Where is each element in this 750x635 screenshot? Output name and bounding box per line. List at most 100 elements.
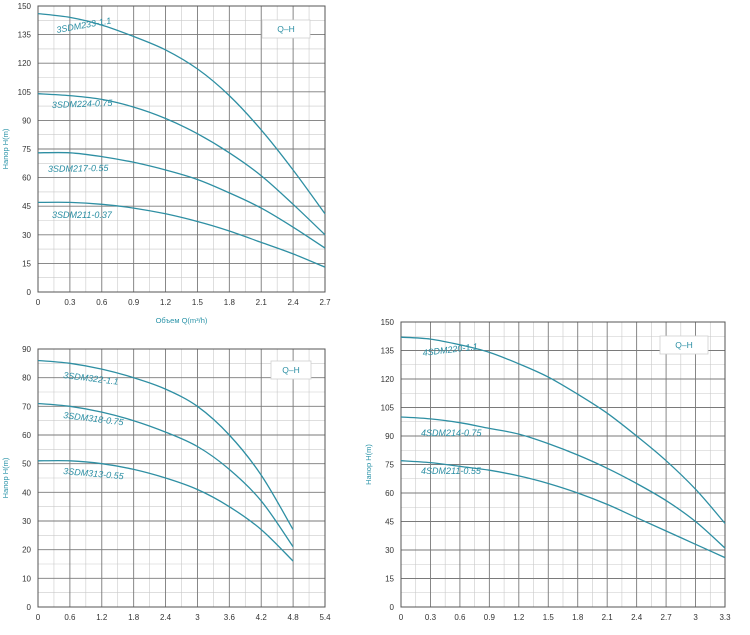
x-tick-label: 2.7 (661, 613, 673, 622)
x-tick-label: 1.8 (128, 613, 140, 622)
y-tick-label: 90 (22, 116, 31, 125)
x-tick-label: 0 (399, 613, 404, 622)
y-tick-label: 120 (18, 59, 32, 68)
x-tick-label: 0 (36, 298, 41, 307)
x-tick-label: 5.4 (319, 613, 331, 622)
series-line-3SDM217-0.55 (37, 151, 326, 249)
x-tick-label: 1.8 (224, 298, 236, 307)
x-tick-label: 0.9 (484, 613, 496, 622)
x-tick-label: 2.4 (631, 613, 643, 622)
series-line-4SDM220-1.1 (400, 336, 726, 524)
legend: Q–H (261, 19, 311, 39)
x-tick-label: 0.6 (96, 298, 108, 307)
x-tick-label: 1.2 (160, 298, 172, 307)
legend-label: Q–H (675, 340, 692, 350)
x-tick-label: 2.4 (288, 298, 300, 307)
x-tick-label: 3.3 (719, 613, 731, 622)
y-tick-label: 10 (22, 574, 31, 583)
y-tick-label: 135 (18, 31, 32, 40)
x-tick-label: 1.5 (192, 298, 204, 307)
x-tick-label: 1.2 (96, 613, 108, 622)
y-tick-label: 60 (385, 489, 394, 498)
y-tick-label: 75 (385, 461, 394, 470)
legend-box (270, 360, 312, 380)
plot-frame (37, 348, 326, 608)
grid (37, 348, 326, 608)
series-label: 3SDM318-0.75 (63, 410, 125, 427)
series-line-3SDM233-1.1 (37, 12, 326, 215)
x-tick-label: 3 (693, 613, 698, 622)
y-tick-label: 75 (22, 145, 31, 154)
x-tick-label: 2.4 (160, 613, 172, 622)
x-tick-label: 0.9 (128, 298, 140, 307)
y-tick-label: 0 (27, 288, 32, 297)
y-tick-label: 0 (390, 603, 395, 612)
series-line-3SDM211-0.37 (37, 201, 326, 268)
x-tick-label: 3.6 (224, 613, 236, 622)
y-tick-label: 15 (385, 575, 394, 584)
x-tick-label: 1.2 (513, 613, 525, 622)
series-label: 4SDM214-0.75 (421, 428, 483, 438)
x-tick-label: 2.1 (602, 613, 614, 622)
y-tick-label: 80 (22, 374, 31, 383)
y-tick-label: 90 (22, 345, 31, 354)
series-label: 4SDM211-0.55 (421, 466, 482, 476)
plot-frame (37, 5, 326, 293)
x-tick-label: 0.3 (64, 298, 76, 307)
x-tick-label: 0.6 (64, 613, 76, 622)
series-label: 3SDM224-0.75 (52, 98, 114, 110)
series-label: 3SDM313-0.55 (63, 466, 125, 481)
x-tick-label: 0 (36, 613, 41, 622)
y-tick-label: 30 (22, 517, 31, 526)
y-tick-label: 150 (381, 318, 395, 327)
y-tick-label: 120 (381, 375, 395, 384)
series-line-3SDM322-1.1 (37, 359, 294, 530)
y-tick-label: 105 (381, 404, 395, 413)
y-tick-label: 150 (18, 2, 32, 11)
y-tick-label: 60 (22, 431, 31, 440)
y-tick-label: 15 (22, 259, 31, 268)
series-line-3SDM313-0.55 (37, 459, 294, 562)
y-tick-label: 40 (22, 488, 31, 497)
series-line-4SDM211-0.55 (400, 460, 726, 559)
y-axis-title: Напор H(m) (1, 128, 10, 169)
y-tick-label: 30 (385, 546, 394, 555)
chart-panel-2: 0 0.6 1.2 1.8 2.4 3 3.6 4.2 4.8 5.4 0 10 20 30 40 50 60 7… (1, 345, 331, 622)
y-tick-label: 135 (381, 347, 395, 356)
series-label: 3SDM217-0.55 (48, 163, 110, 174)
legend-box (659, 335, 709, 355)
x-tick-label: 1.8 (572, 613, 584, 622)
x-tick-label: 4.2 (256, 613, 268, 622)
y-axis-title: Напор H(m) (1, 457, 10, 498)
x-axis-title: Объем Q(m³/h) (156, 316, 208, 325)
y-axis-title: Напор H(m) (364, 444, 373, 485)
x-tick-label: 2.1 (256, 298, 268, 307)
series-line-3SDM224-0.75 (37, 93, 326, 236)
y-tick-label: 0 (27, 603, 32, 612)
y-tick-label: 50 (22, 460, 31, 469)
series-label: 3SDM233-1.1 (56, 15, 112, 34)
y-tick-label: 45 (385, 518, 394, 527)
y-tick-label: 30 (22, 231, 31, 240)
x-tick-label: 4.8 (288, 613, 300, 622)
chart-panel-1: 0 0.3 0.6 0.9 1.2 1.5 1.8 2.1 2.4 2.7 0 15 30 45 60 75 9… (1, 2, 331, 325)
series-line-4SDM214-0.75 (400, 416, 726, 549)
x-tick-label: 0.3 (425, 613, 437, 622)
legend-box (261, 19, 311, 39)
legend: Q–H (270, 360, 312, 380)
x-tick-label: 1.5 (543, 613, 555, 622)
plot-frame (400, 321, 726, 608)
legend-label: Q–H (282, 365, 299, 375)
series-line-3SDM318-0.75 (37, 402, 294, 548)
legend: Q–H (659, 335, 709, 355)
series-label: 3SDM322-1.1 (63, 370, 119, 387)
chart-panel-3: 0 0.3 0.6 0.9 1.2 1.5 1.8 2.1 2.4 2.7 3 3.3 0 15 30 45 6… (364, 318, 731, 622)
y-tick-label: 20 (22, 546, 31, 555)
x-tick-label: 2.7 (319, 298, 331, 307)
y-tick-label: 90 (385, 432, 394, 441)
y-tick-label: 60 (22, 174, 31, 183)
x-tick-label: 3 (195, 613, 200, 622)
y-tick-label: 70 (22, 402, 31, 411)
legend-label: Q–H (277, 24, 294, 34)
